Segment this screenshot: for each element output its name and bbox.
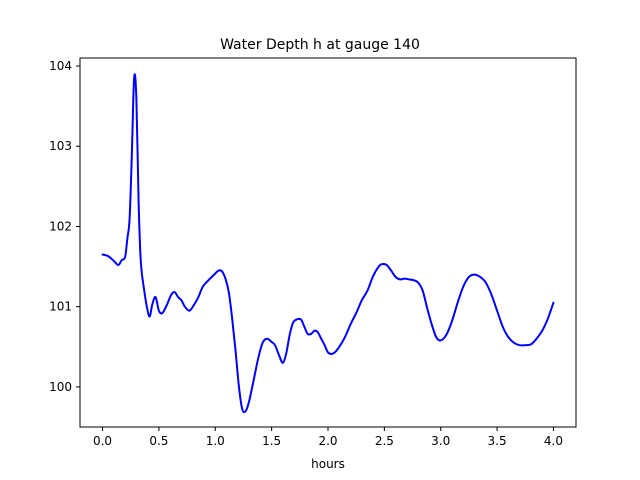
chart-title: Water Depth h at gauge 140: [220, 37, 420, 53]
x-tick-label: 3.0: [431, 434, 450, 448]
x-axis-ticks: 0.0 0.5 1.0 1.5 2.0 2.5 3.0 3.5 4.0: [93, 427, 563, 448]
x-tick-label: 4.0: [544, 434, 563, 448]
x-axis-label: hours: [311, 457, 345, 471]
x-tick-label: 1.0: [206, 434, 225, 448]
x-tick-label: 0.5: [149, 434, 168, 448]
x-tick-label: 1.5: [262, 434, 281, 448]
x-tick-label: 2.5: [375, 434, 394, 448]
y-tick-label: 100: [49, 380, 72, 394]
x-tick-label: 2.0: [318, 434, 337, 448]
y-tick-label: 104: [49, 59, 72, 73]
y-tick-label: 102: [49, 219, 72, 233]
y-tick-label: 101: [49, 300, 72, 314]
x-tick-label: 0.0: [93, 434, 112, 448]
y-axis-ticks: 100 101 102 103 104: [49, 59, 80, 394]
y-tick-label: 103: [49, 139, 72, 153]
x-tick-label: 3.5: [488, 434, 507, 448]
series-line: [101, 73, 555, 414]
